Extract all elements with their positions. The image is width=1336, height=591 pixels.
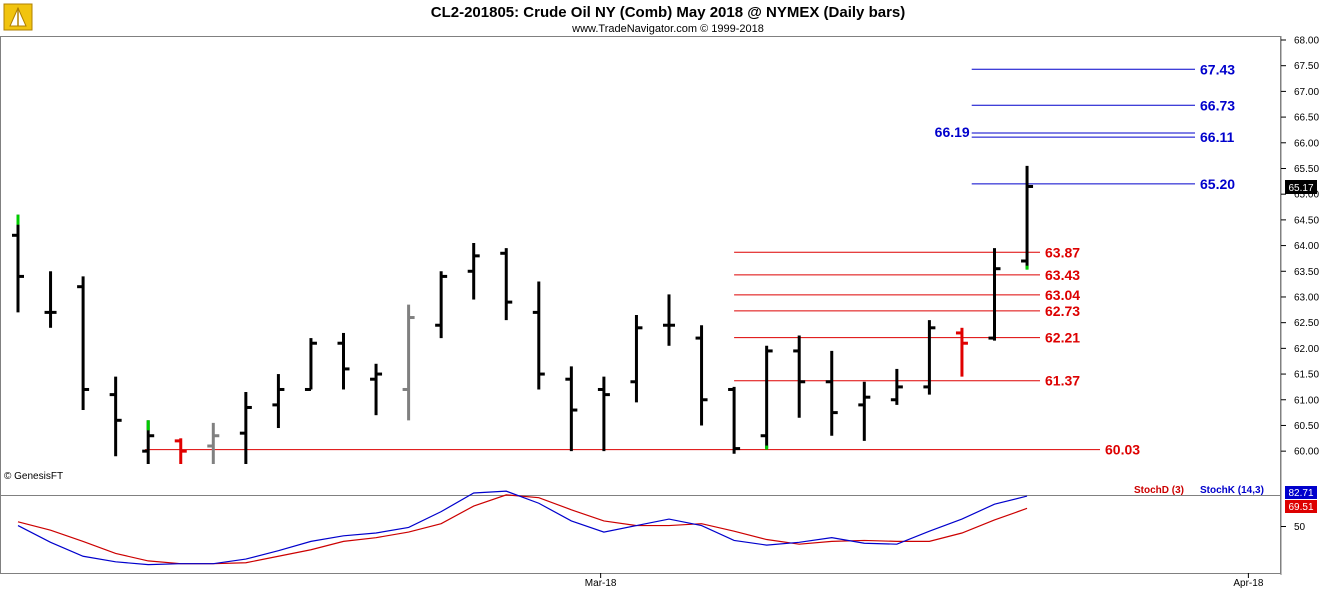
ohlc-bar [435, 271, 448, 339]
level-label: 65.20 [1200, 176, 1235, 192]
stoch-k-line [17, 490, 1028, 566]
chart-title: CL2-201805: Crude Oil NY (Comb) May 2018… [431, 4, 906, 21]
level-label: 62.73 [1045, 303, 1080, 319]
level-label: 63.43 [1045, 267, 1080, 283]
price-tick-label: 65.00 [1294, 190, 1319, 201]
x-tick-label: Apr-18 [1233, 578, 1263, 589]
watermark: © GenesisFT [4, 471, 63, 482]
x-tick-label: Mar-18 [585, 578, 617, 589]
x-axis: Mar-18 Apr-18 [585, 573, 1264, 589]
ohlc-bar [630, 314, 643, 403]
price-tick-label: 64.50 [1294, 215, 1319, 226]
level-label: 60.03 [1105, 442, 1140, 458]
ohlc-bar [663, 294, 675, 346]
ohlc-bar [207, 422, 220, 464]
ohlc-bar [239, 392, 252, 464]
stoch-d-legend: StochD (3) [1134, 485, 1184, 496]
stoch-tick-label: 50 [1294, 522, 1306, 533]
level-label: 66.11 [1200, 129, 1234, 145]
level-label: 67.43 [1200, 61, 1235, 77]
price-tick-label: 67.50 [1294, 61, 1319, 72]
level-label: 66.19 [935, 124, 970, 140]
stoch-k-legend: StochK (14,3) [1200, 485, 1264, 496]
ohlc-bar [565, 366, 578, 452]
price-tick-label: 62.50 [1294, 318, 1319, 329]
ohlc-bar [337, 332, 350, 390]
price-tick-label: 66.50 [1294, 113, 1319, 124]
ohlc-bar [467, 243, 480, 300]
ohlc-bar [109, 376, 122, 457]
price-axis: 60.00 60.50 61.00 61.50 62.00 62.50 63.00 63.50… [1281, 36, 1319, 533]
stoch-d-value-box [1285, 500, 1317, 513]
level-label: 63.87 [1045, 244, 1080, 260]
ohlc-bar [890, 368, 903, 405]
ohlc-bar [955, 327, 968, 377]
stochastic-panel [17, 490, 1028, 566]
plot-frame [0, 36, 1281, 574]
ohlc-bar [500, 248, 513, 321]
ohlc-bar [923, 320, 936, 395]
price-tick-label: 60.00 [1294, 447, 1319, 458]
price-tick-label: 64.00 [1294, 241, 1319, 252]
stoch-d-line [17, 494, 1028, 565]
ohlc-bar [858, 381, 871, 441]
stoch-d-value: 69.51 [1288, 502, 1313, 513]
price-tick-label: 60.50 [1294, 421, 1319, 432]
price-tick-label: 68.00 [1294, 36, 1319, 47]
ohlc-bar [793, 335, 806, 418]
ohlc-bar [272, 374, 285, 429]
level-label: 62.21 [1045, 330, 1080, 346]
price-tick-label: 65.50 [1294, 164, 1319, 175]
price-tick-label: 62.00 [1294, 344, 1319, 355]
level-label: 63.04 [1045, 287, 1080, 303]
price-tick-label: 61.00 [1294, 395, 1319, 406]
ohlc-bar [304, 338, 317, 391]
last-price-label: 65.17 [1288, 183, 1313, 194]
price-tick-label: 63.50 [1294, 267, 1319, 278]
level-label: 66.73 [1200, 97, 1235, 113]
stoch-k-value-box [1285, 486, 1317, 499]
ohlc-bar [597, 376, 610, 452]
ohlc-bar [695, 325, 708, 426]
ohlc-bar [760, 345, 773, 450]
ohlc-bar [77, 276, 90, 411]
price-tick-label: 66.00 [1294, 138, 1319, 149]
ohlc-bars [12, 165, 1034, 464]
ohlc-bar [142, 420, 155, 464]
price-tick-label: 67.00 [1294, 87, 1319, 98]
ohlc-bar [370, 363, 383, 416]
ohlc-bar [402, 304, 415, 421]
level-label: 61.37 [1045, 373, 1080, 389]
ohlc-bar [728, 386, 741, 454]
ohlc-bar [12, 214, 24, 313]
chart-subtitle: www.TradeNavigator.com © 1999-2018 [571, 23, 764, 35]
price-tick-label: 61.50 [1294, 370, 1319, 381]
stoch-k-value: 82.71 [1288, 488, 1313, 499]
price-tick-label: 63.00 [1294, 292, 1319, 303]
ohlc-bar [532, 281, 545, 390]
level-lines: 67.43 66.73 66.19 66.11 65.20 63.87 63.43 63.04… [144, 61, 1235, 458]
last-price-box [1285, 180, 1317, 194]
ohlc-bar [174, 438, 187, 464]
ohlc-bar [44, 271, 57, 328]
ohlc-bar [988, 248, 1001, 341]
ohlc-bar [1021, 165, 1034, 270]
ohlc-bar [825, 350, 838, 436]
logo-icon [3, 3, 33, 31]
